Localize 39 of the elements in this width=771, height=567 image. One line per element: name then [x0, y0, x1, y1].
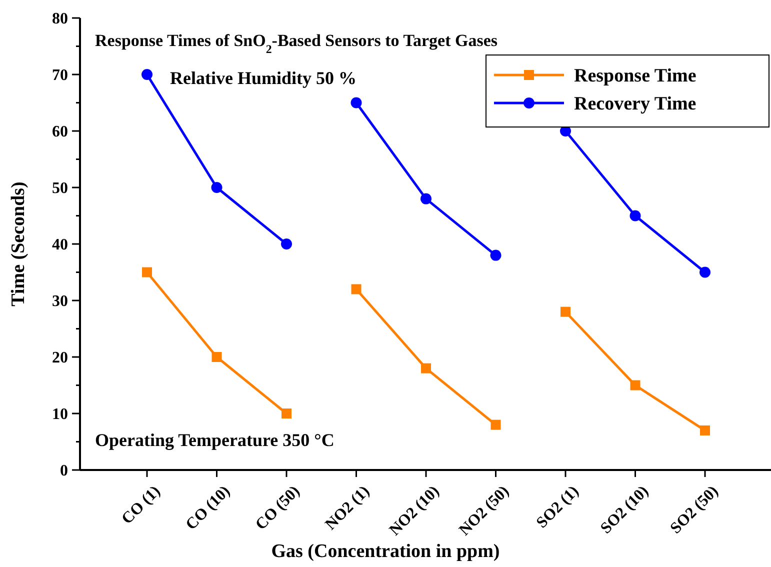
point: [700, 266, 710, 278]
x-tick-label: SO2 (10): [598, 482, 652, 538]
y-tick-label: 60: [52, 124, 68, 141]
annotation: Operating Temperature 350 °C: [95, 430, 334, 450]
y-tick-label: 70: [52, 67, 68, 84]
point: [142, 69, 152, 80]
point: [211, 182, 222, 193]
point: [281, 238, 292, 250]
y-tick-label: 20: [52, 350, 68, 367]
y-tick-label: 30: [52, 293, 68, 310]
text: Response Times of SnO$_{2}$-Based Sensors to Target Gases: [95, 31, 498, 56]
point: [700, 425, 710, 436]
x-tick-label: CO (10): [182, 482, 234, 534]
point: [490, 250, 502, 261]
y-tick-label: 0: [60, 462, 68, 480]
y-tick-label: 40: [52, 236, 68, 254]
x-tick-label: CO (50): [252, 482, 304, 534]
point: [142, 267, 152, 278]
point: [350, 97, 362, 108]
x-tick-label: SO2 (1): [533, 482, 582, 532]
x-axis-title: Gas (Concentration in ppm): [271, 541, 500, 562]
point: [630, 380, 640, 390]
y-tick-label: 50: [52, 180, 68, 198]
legend-label: Response Time: [574, 66, 696, 87]
x-tick-label: CO (1): [118, 482, 164, 528]
point: [420, 193, 432, 204]
annotation: Relative Humidity 50 %: [170, 68, 356, 88]
y-axis-title: Time (Seconds): [8, 182, 29, 306]
point: [282, 408, 292, 418]
point: [490, 420, 501, 430]
y-tick-label: 80: [52, 10, 68, 28]
point: [351, 284, 362, 294]
point: [560, 306, 570, 317]
legend-label: Recovery Time: [574, 94, 696, 115]
point: [630, 210, 641, 222]
point: [421, 363, 431, 374]
y-tick-label: 10: [52, 406, 68, 424]
point: [212, 352, 222, 362]
x-tick-label: SO2 (50): [667, 482, 722, 538]
